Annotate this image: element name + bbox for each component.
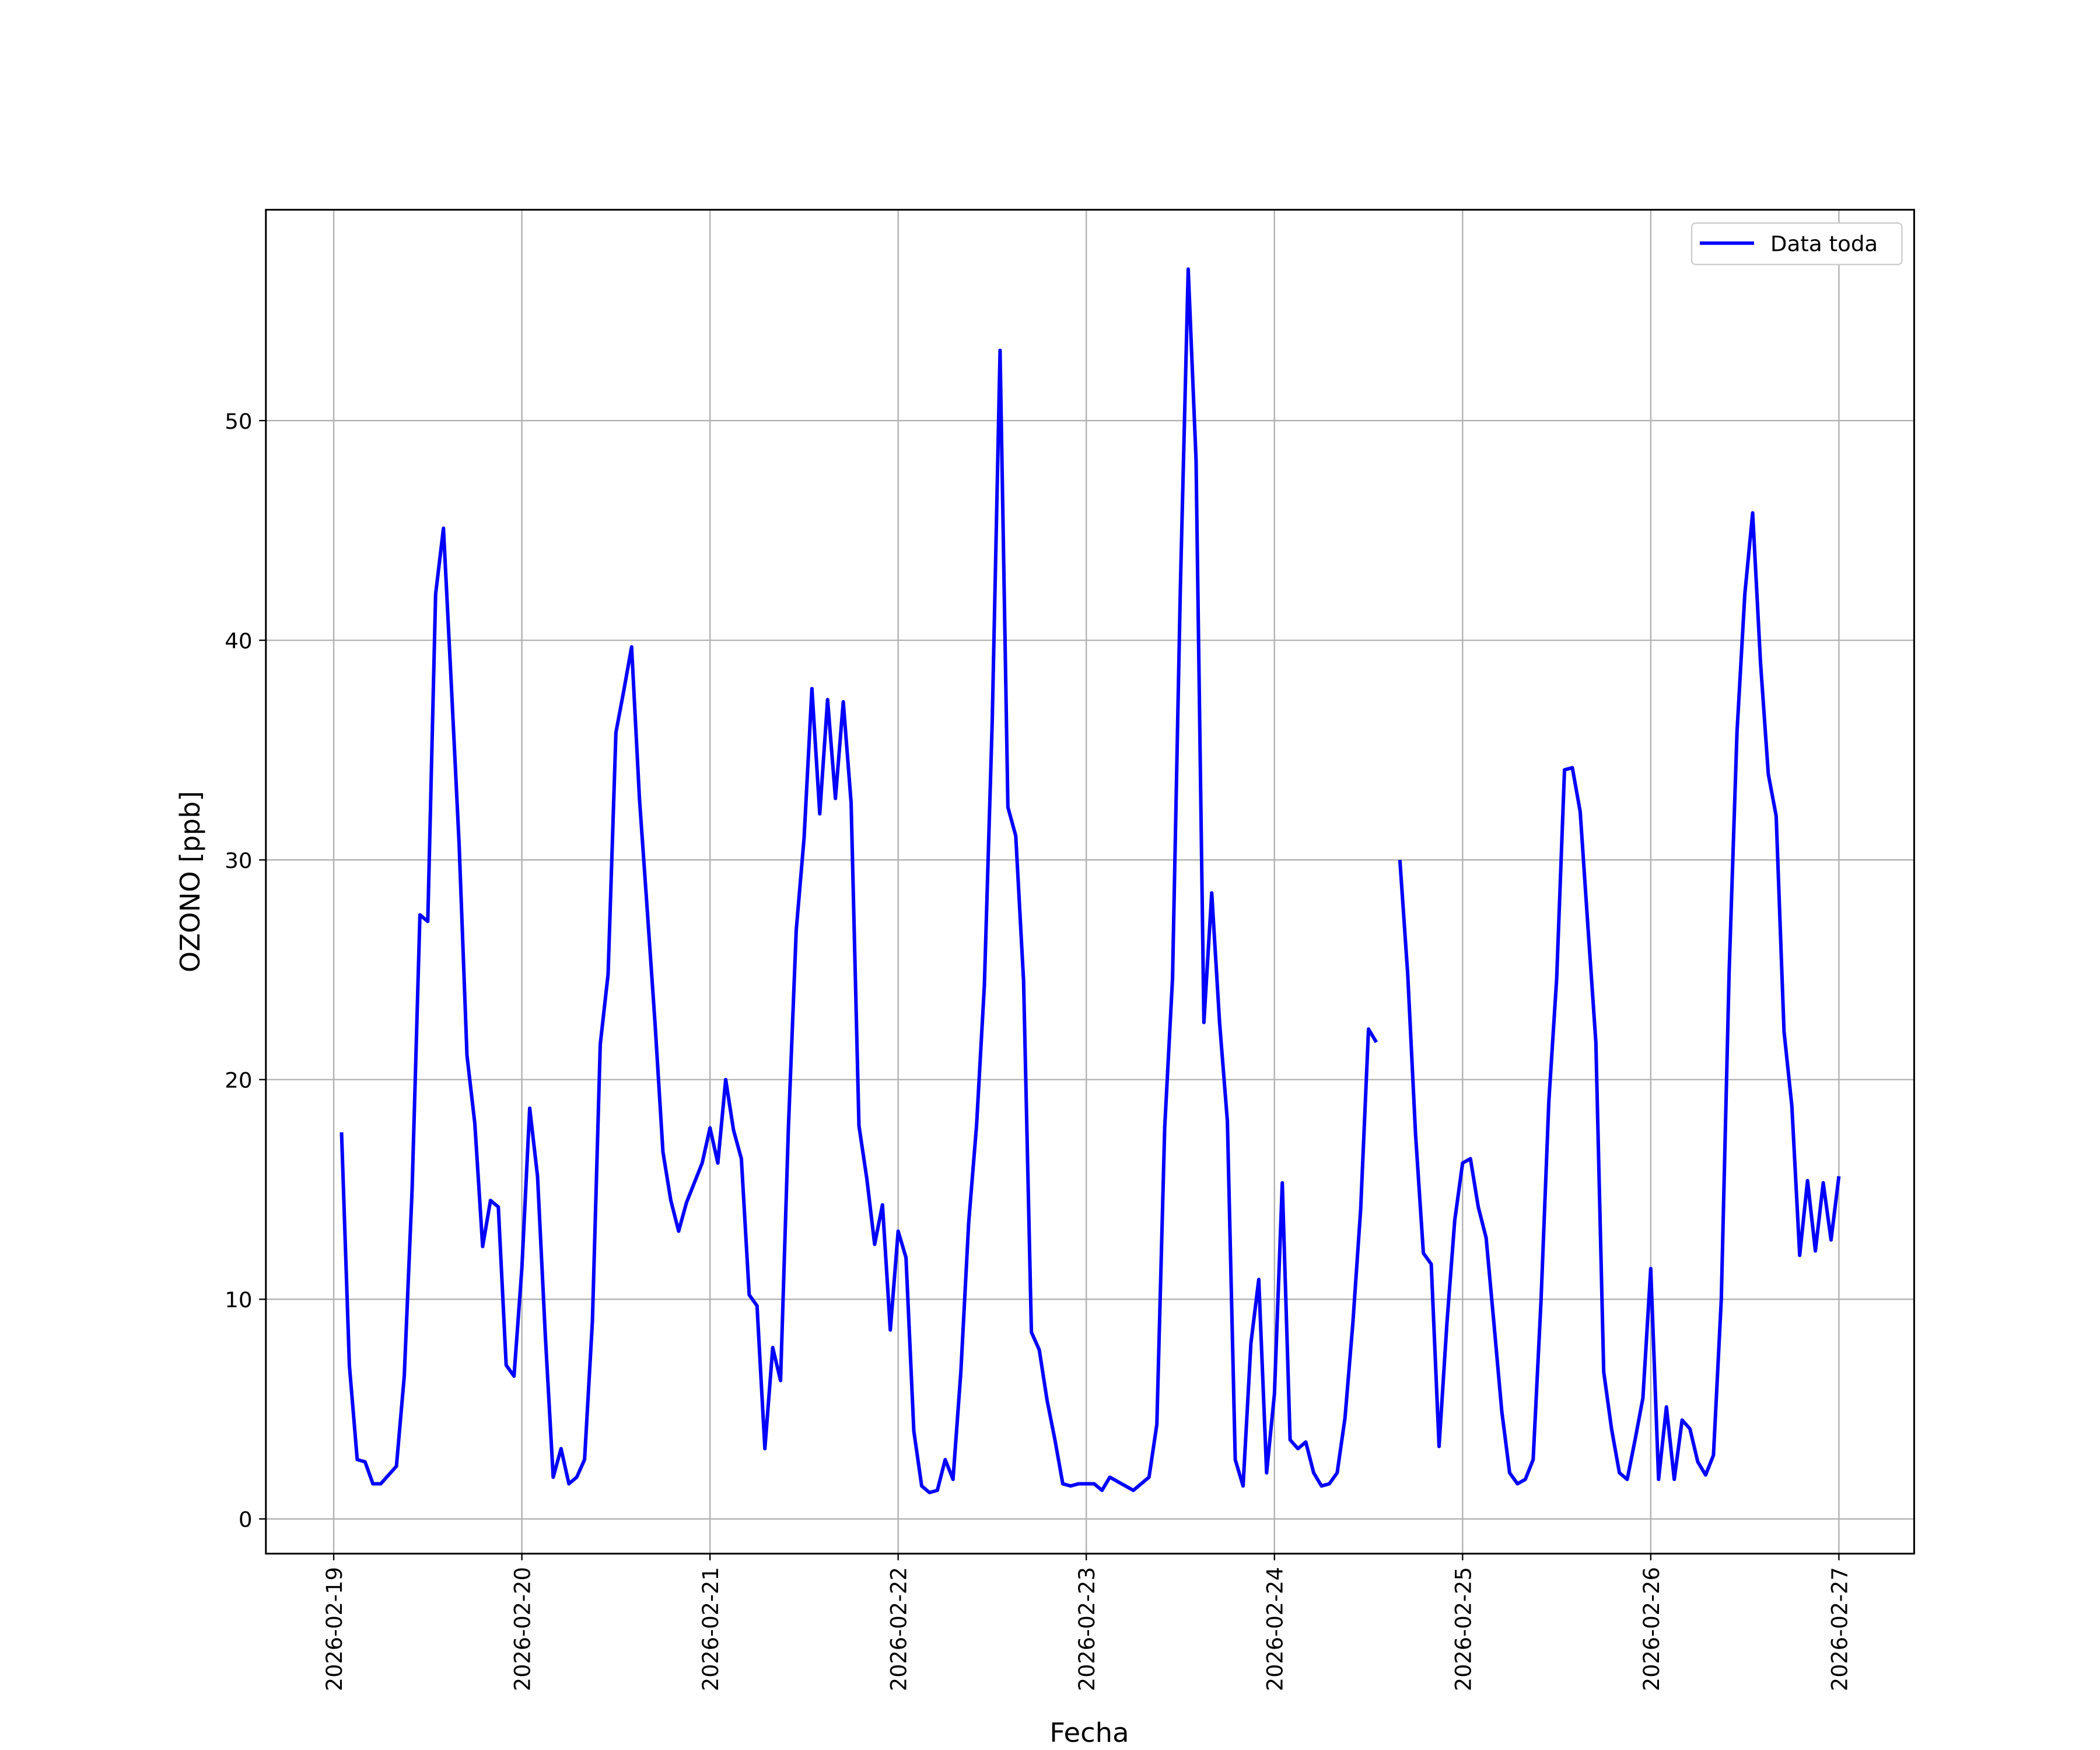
x-tick-label: 2026-02-23 [1074, 1567, 1100, 1691]
x-axis-label: Fecha [1049, 1717, 1129, 1749]
legend-box [1690, 222, 1903, 265]
y-tick-label: 20 [225, 1068, 252, 1093]
x-tick-label: 2026-02-27 [1827, 1567, 1852, 1691]
x-tick-label: 2026-02-25 [1451, 1567, 1476, 1691]
y-tick-label: 40 [225, 629, 252, 654]
y-axis-label: OZONO [ppb] [174, 791, 206, 972]
x-tick-label: 2026-02-26 [1639, 1567, 1664, 1691]
y-tick-label: 0 [239, 1507, 253, 1532]
x-tick-label: 2026-02-19 [322, 1567, 347, 1691]
y-tick-label: 10 [225, 1287, 252, 1312]
x-tick-label: 2026-02-21 [698, 1567, 723, 1691]
data-line [340, 267, 1841, 1494]
x-tick-label: 2026-02-20 [510, 1567, 535, 1691]
plot-frame [265, 209, 1915, 1555]
y-tick-label: 50 [225, 409, 252, 434]
y-tick-label: 30 [225, 848, 252, 873]
legend-label: Data toda [1770, 232, 1878, 257]
x-tick-label: 2026-02-24 [1262, 1567, 1287, 1691]
x-tick-label: 2026-02-22 [886, 1567, 911, 1691]
